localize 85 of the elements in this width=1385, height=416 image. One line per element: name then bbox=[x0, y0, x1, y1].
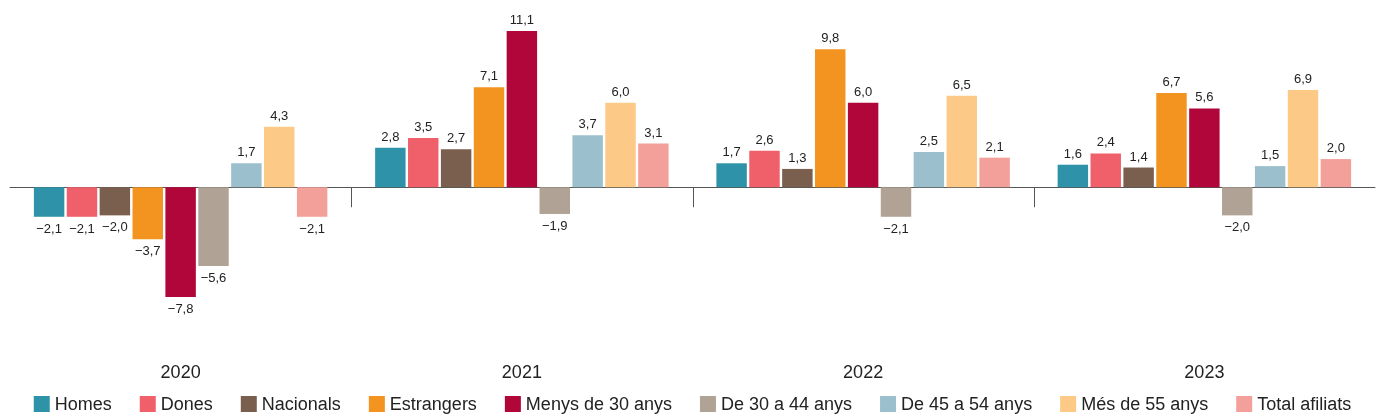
data-label: 9,8 bbox=[821, 30, 840, 46]
bar bbox=[1189, 108, 1220, 188]
data-label: 7,1 bbox=[479, 68, 499, 84]
bar bbox=[716, 163, 747, 188]
data-label: 3,7 bbox=[578, 116, 597, 132]
bar bbox=[913, 152, 945, 188]
bar bbox=[231, 163, 262, 188]
bar bbox=[1156, 92, 1187, 188]
bar bbox=[440, 149, 472, 188]
legend-label: Homes bbox=[54, 394, 112, 414]
bar bbox=[782, 168, 813, 188]
data-label: −2,1 bbox=[69, 220, 95, 236]
bar bbox=[1287, 90, 1319, 188]
x-tick-label: 2023 bbox=[1184, 362, 1225, 382]
data-label: 3,5 bbox=[414, 118, 433, 134]
x-tick-label: 2022 bbox=[843, 362, 884, 382]
data-label: 4,3 bbox=[270, 107, 289, 123]
data-label: 2,0 bbox=[1326, 140, 1345, 156]
bar bbox=[638, 143, 669, 188]
data-label: 3,1 bbox=[644, 124, 663, 140]
bar bbox=[132, 187, 163, 240]
data-label: −2,1 bbox=[883, 220, 909, 236]
bar bbox=[847, 102, 879, 188]
legend-label: Més de 55 anys bbox=[1081, 394, 1209, 414]
x-tick-label: 2020 bbox=[160, 362, 201, 382]
data-label: 1,6 bbox=[1063, 145, 1082, 161]
data-label: 1,7 bbox=[722, 144, 741, 160]
data-label: 6,0 bbox=[854, 83, 873, 99]
data-label: −2,1 bbox=[36, 220, 62, 236]
bar bbox=[33, 187, 65, 217]
bar bbox=[572, 135, 603, 188]
data-label: −2,0 bbox=[1224, 219, 1251, 235]
bar bbox=[1123, 167, 1154, 188]
bar bbox=[264, 126, 295, 188]
bar bbox=[66, 187, 98, 217]
bar bbox=[1057, 164, 1089, 188]
data-label: 6,7 bbox=[1162, 73, 1181, 89]
legend-label: Menys de 30 anys bbox=[525, 394, 672, 414]
data-label: −7,8 bbox=[167, 301, 194, 316]
data-label: 11,1 bbox=[509, 12, 535, 27]
bar bbox=[1222, 187, 1253, 216]
data-label: 1,3 bbox=[788, 149, 807, 165]
data-label: 2,5 bbox=[919, 133, 938, 149]
legend-label: Nacionals bbox=[261, 394, 341, 414]
data-label: 6,0 bbox=[611, 83, 630, 99]
bar bbox=[198, 187, 229, 267]
data-label: −2,0 bbox=[102, 219, 128, 235]
bar bbox=[506, 31, 538, 188]
bar bbox=[1254, 166, 1286, 188]
bar bbox=[815, 49, 846, 188]
data-label: 6,5 bbox=[952, 76, 971, 92]
data-label: 2,8 bbox=[381, 128, 400, 144]
legend-label: Dones bbox=[160, 394, 213, 414]
bar bbox=[1090, 153, 1121, 188]
bar bbox=[1320, 159, 1352, 188]
data-label: 2,6 bbox=[755, 131, 774, 147]
data-label: 5,6 bbox=[1195, 89, 1214, 105]
data-label: −1,9 bbox=[541, 217, 568, 233]
bar bbox=[296, 187, 328, 217]
data-label: 2,4 bbox=[1096, 134, 1115, 150]
data-label: 1,5 bbox=[1261, 147, 1280, 163]
legend-label: Estrangers bbox=[389, 394, 477, 414]
legend-label: Total afiliats bbox=[1257, 394, 1352, 414]
bar bbox=[473, 87, 505, 188]
legend-label: De 45 a 54 anys bbox=[901, 394, 1033, 414]
bar bbox=[979, 157, 1010, 188]
data-label: 6,9 bbox=[1293, 71, 1313, 87]
bar bbox=[880, 187, 912, 217]
data-label: −3,7 bbox=[134, 243, 161, 259]
bar bbox=[165, 187, 196, 297]
bar bbox=[375, 147, 406, 188]
data-label: 1,7 bbox=[237, 144, 256, 160]
bar bbox=[946, 95, 977, 188]
bar bbox=[539, 187, 570, 214]
bar bbox=[99, 187, 131, 216]
data-label: −5,6 bbox=[200, 270, 227, 286]
data-label: −2,1 bbox=[299, 220, 325, 236]
data-label: 2,1 bbox=[985, 138, 1004, 154]
x-tick-label: 2021 bbox=[501, 362, 542, 382]
data-label: 1,4 bbox=[1129, 148, 1148, 164]
bar bbox=[408, 137, 439, 188]
bar bbox=[749, 150, 780, 188]
data-label: 2,7 bbox=[447, 130, 466, 146]
bar bbox=[605, 102, 636, 188]
legend-label: De 30 a 44 anys bbox=[720, 394, 853, 414]
